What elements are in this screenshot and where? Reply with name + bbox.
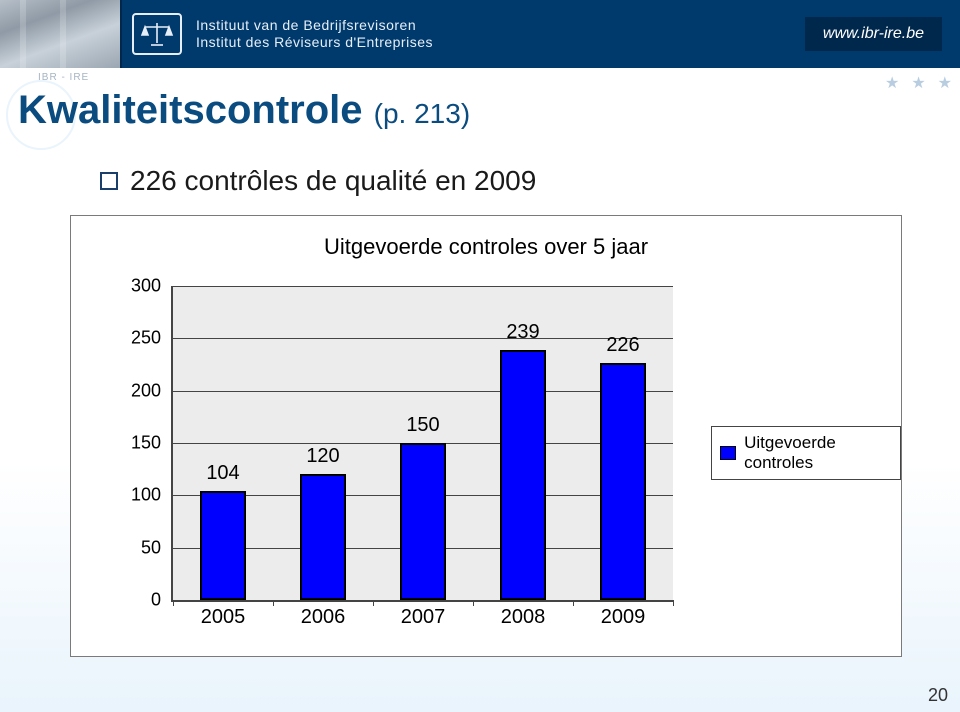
- title-wrap: Kwaliteitscontrole (p. 213): [18, 88, 470, 133]
- bar: [400, 443, 446, 600]
- scale-icon: [132, 13, 182, 55]
- y-tick-label: 300: [111, 276, 161, 297]
- bar: [500, 350, 546, 600]
- x-category-label: 2008: [478, 606, 568, 629]
- bar-value-label: 120: [293, 445, 353, 468]
- bar: [200, 491, 246, 600]
- chart-container: Uitgevoerde controles over 5 jaar 104200…: [70, 215, 902, 657]
- title-sub: (p. 213): [374, 98, 471, 129]
- slide-title: Kwaliteitscontrole (p. 213): [18, 88, 470, 133]
- gridline: [173, 286, 673, 287]
- header-bar: Instituut van de Bedrijfsrevisoren Insti…: [0, 0, 960, 68]
- x-category-label: 2005: [178, 606, 268, 629]
- x-category-label: 2009: [578, 606, 668, 629]
- star-icon: ★: [885, 73, 899, 93]
- slide-root: Instituut van de Bedrijfsrevisoren Insti…: [0, 0, 960, 712]
- x-tick-mark: [473, 600, 474, 606]
- star-icon: ★: [938, 73, 952, 93]
- bar-value-label: 104: [193, 462, 253, 485]
- header-photo: [0, 0, 122, 68]
- x-tick-mark: [573, 600, 574, 606]
- bullet-square-icon: [100, 172, 118, 190]
- header-url: www.ibr-ire.be: [805, 17, 942, 51]
- legend-swatch: [720, 446, 736, 460]
- x-tick-mark: [273, 600, 274, 606]
- org-line-1: Instituut van de Bedrijfsrevisoren: [196, 17, 433, 34]
- bar: [300, 474, 346, 600]
- bullet-text: 226 contrôles de qualité en 2009: [130, 165, 536, 197]
- bar: [600, 363, 646, 600]
- chart-legend: Uitgevoerde controles: [711, 426, 901, 480]
- org-text: Instituut van de Bedrijfsrevisoren Insti…: [196, 17, 433, 51]
- y-tick-label: 50: [111, 537, 161, 558]
- star-icon: ★: [911, 73, 925, 93]
- x-tick-mark: [173, 600, 174, 606]
- bullet-line: 226 contrôles de qualité en 2009: [100, 165, 536, 197]
- y-tick-label: 100: [111, 485, 161, 506]
- star-stripe: ★ ★ ★: [812, 68, 960, 98]
- y-tick-label: 200: [111, 380, 161, 401]
- y-tick-label: 250: [111, 328, 161, 349]
- x-category-label: 2006: [278, 606, 368, 629]
- title-main: Kwaliteitscontrole: [18, 88, 363, 132]
- y-tick-label: 0: [111, 590, 161, 611]
- org-line-2: Institut des Réviseurs d'Entreprises: [196, 34, 433, 51]
- page-number: 20: [928, 685, 948, 706]
- bar-value-label: 226: [593, 334, 653, 357]
- chart-title: Uitgevoerde controles over 5 jaar: [71, 216, 901, 260]
- x-tick-mark: [373, 600, 374, 606]
- logo-area: Instituut van de Bedrijfsrevisoren Insti…: [122, 13, 805, 55]
- x-category-label: 2007: [378, 606, 468, 629]
- bar-value-label: 150: [393, 414, 453, 437]
- y-tick-label: 150: [111, 433, 161, 454]
- legend-label: Uitgevoerde controles: [744, 433, 890, 473]
- x-tick-mark: [673, 600, 674, 606]
- gridline: [173, 391, 673, 392]
- chart-plot-area: 10420051202006150200723920082262009: [171, 286, 673, 602]
- bar-value-label: 239: [493, 321, 553, 344]
